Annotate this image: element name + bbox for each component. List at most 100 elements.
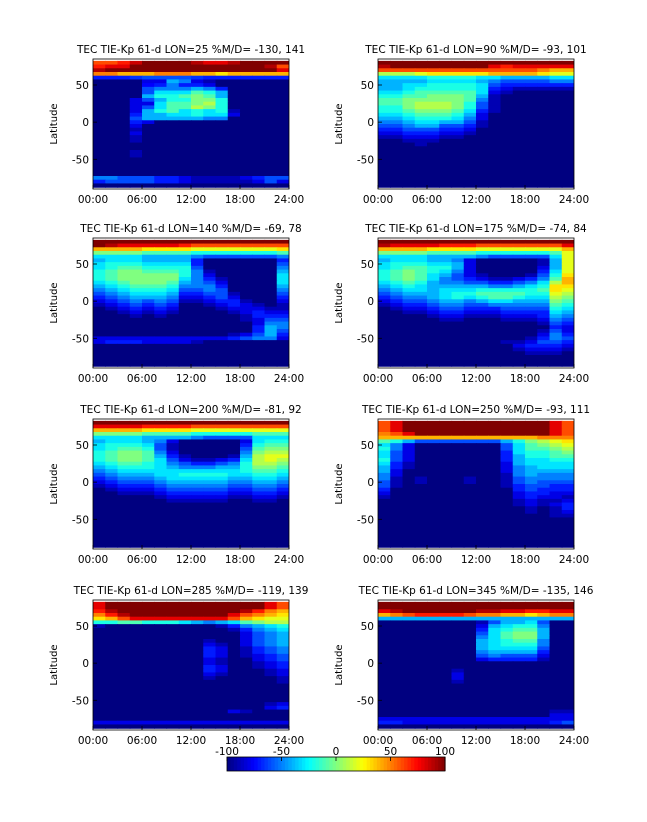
heatmap-cell <box>264 698 278 703</box>
heatmap-cell <box>512 131 526 136</box>
heatmap-cell <box>488 724 502 729</box>
heatmap-cell <box>105 291 119 297</box>
heatmap-cell <box>537 112 551 118</box>
heatmap-cell <box>117 446 131 452</box>
heatmap-cell <box>129 672 143 677</box>
heatmap-cell <box>276 262 289 267</box>
heatmap-cell <box>427 435 440 441</box>
heatmap-cell <box>203 672 217 677</box>
heatmap-cell <box>264 543 278 548</box>
heatmap-cell <box>264 620 278 625</box>
heatmap-cell <box>203 303 217 308</box>
heatmap-cell <box>276 513 289 519</box>
heatmap-cell <box>402 120 416 125</box>
heatmap-cell <box>93 72 106 77</box>
heatmap-cell <box>525 642 538 648</box>
heatmap-cell <box>117 269 131 274</box>
heatmap-cell <box>561 724 574 729</box>
heatmap-cell <box>129 161 143 166</box>
heatmap-cell <box>142 60 155 66</box>
heatmap-cell <box>549 64 563 69</box>
heatmap-cell <box>561 653 574 659</box>
heatmap-cell <box>561 627 574 633</box>
heatmap-cell <box>129 142 143 147</box>
heatmap-cell <box>154 150 168 155</box>
heatmap-cell <box>178 284 192 289</box>
heatmap-cell <box>525 86 538 92</box>
heatmap-cell <box>500 164 514 170</box>
heatmap-cell <box>439 687 453 692</box>
heatmap-cell <box>451 138 465 144</box>
heatmap-cell <box>488 295 502 300</box>
heatmap-cell <box>561 532 574 537</box>
heatmap-cell <box>488 472 502 478</box>
heatmap-cell <box>463 124 477 129</box>
heatmap-cell <box>142 351 155 356</box>
heatmap-cell <box>117 94 131 99</box>
heatmap-cell <box>252 428 266 433</box>
heatmap-cell <box>476 127 489 133</box>
heatmap-cell <box>402 321 416 326</box>
heatmap-cell <box>276 650 289 655</box>
heatmap-cell <box>178 613 192 618</box>
heatmap-cell <box>439 254 453 260</box>
heatmap-cell <box>154 709 168 714</box>
heatmap-cell <box>525 687 538 692</box>
heatmap-cell <box>129 138 143 144</box>
heatmap-cell <box>227 86 241 92</box>
heatmap-cell <box>390 358 404 364</box>
heatmap-cell <box>512 146 526 151</box>
heatmap-cell <box>93 60 106 66</box>
heatmap-cell <box>451 112 465 118</box>
heatmap-cell <box>142 661 155 666</box>
heatmap-cell <box>240 720 253 726</box>
heatmap-cell <box>488 90 502 95</box>
heatmap-cell <box>227 251 241 256</box>
heatmap-cell <box>512 273 526 278</box>
heatmap-cell <box>402 168 416 173</box>
heatmap-cell <box>117 720 131 726</box>
heatmap-cell <box>166 75 180 81</box>
heatmap-cell <box>500 265 514 271</box>
heatmap-cell <box>154 325 168 330</box>
heatmap-cell <box>264 487 278 493</box>
heatmap-cell <box>439 343 453 349</box>
x-tick-label: 00:00 <box>363 194 393 206</box>
heatmap-cell <box>561 432 574 437</box>
heatmap-cell <box>476 642 489 648</box>
heatmap-cell <box>215 72 229 77</box>
heatmap-cell <box>488 179 502 185</box>
heatmap-cell <box>129 705 143 711</box>
heatmap-cell <box>549 168 563 173</box>
heatmap-cell <box>93 79 106 84</box>
heatmap-cell <box>166 72 180 77</box>
heatmap-cell <box>451 536 465 541</box>
heatmap-cell <box>191 513 204 519</box>
heatmap-cell <box>252 713 266 718</box>
heatmap-cell <box>488 105 502 110</box>
heatmap-cell <box>129 120 143 125</box>
heatmap-cell <box>512 709 526 714</box>
heatmap-cell <box>525 288 538 293</box>
heatmap-cell <box>166 262 180 267</box>
heatmap-cell <box>166 112 180 118</box>
heatmap-cell <box>191 472 204 478</box>
heatmap-cell <box>402 536 416 541</box>
heatmap-cell <box>488 450 502 455</box>
heatmap-cell <box>390 717 404 722</box>
heatmap-cell <box>252 72 266 77</box>
heatmap-cell <box>252 351 266 356</box>
heatmap-cell <box>105 60 119 66</box>
heatmap-cell <box>93 428 106 433</box>
heatmap-cell <box>276 472 289 478</box>
heatmap-cell <box>500 424 514 429</box>
heatmap-cell <box>178 528 192 533</box>
heatmap-cell <box>488 543 502 548</box>
heatmap-cell <box>439 291 453 297</box>
heatmap-cell <box>142 164 155 170</box>
colorbar-swatch <box>356 757 361 771</box>
heatmap-cell <box>439 458 453 463</box>
heatmap-cell <box>414 491 428 496</box>
heatmap-cell <box>129 532 143 537</box>
heatmap-cell <box>154 131 168 136</box>
